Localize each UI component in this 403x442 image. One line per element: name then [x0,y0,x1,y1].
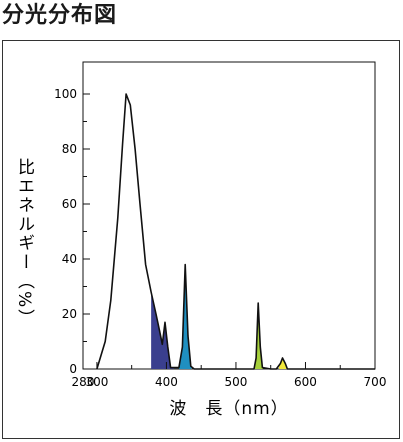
spectrum-line [96,93,375,370]
y-axis-ticks: 0 20 40 60 80 100 [54,87,90,376]
x-tick-label: 280 [72,375,95,389]
x-tick-label: 400 [155,375,178,389]
page-title: 分光分布図 [2,3,118,28]
y-tick-label: 100 [54,87,77,101]
fill-band-1 [151,292,175,369]
y-tick-label: 20 [62,307,77,321]
chart-frame [2,40,400,439]
y-axis-label: 比エネルギー（%） [14,158,35,328]
x-tick-label: 300 [85,375,108,389]
y-tick-label: 80 [62,142,77,156]
plot-area [82,61,376,370]
y-tick-label: 0 [69,362,77,376]
y-tick-label: 60 [62,197,77,211]
x-tick-label: 700 [364,375,387,389]
x-tick-label: 500 [224,375,247,389]
y-tick-label: 40 [62,252,77,266]
x-tick-label: 600 [294,375,317,389]
x-axis-label: 波 長（nm） [169,399,288,419]
